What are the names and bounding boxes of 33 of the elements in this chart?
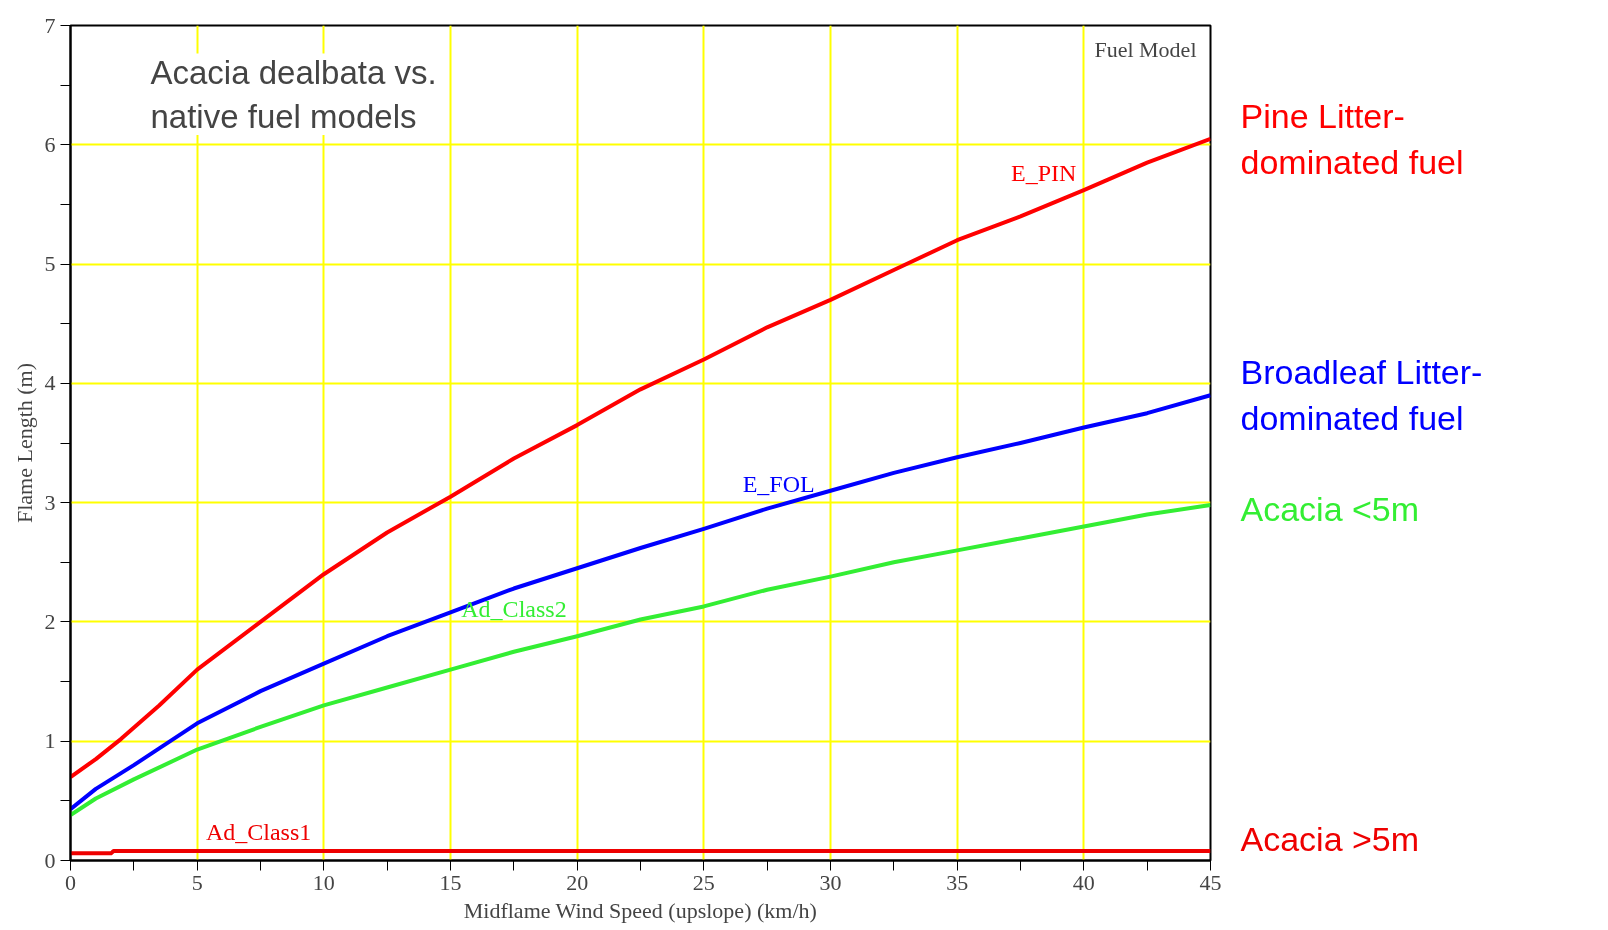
- y-tick-label: 5: [44, 251, 56, 277]
- x-tick-label: 5: [191, 869, 203, 895]
- line-series: [70, 393, 1211, 812]
- x-tick-label: 45: [1199, 869, 1222, 895]
- x-tick-label: 15: [439, 869, 462, 895]
- text: Acacia dealbata vs. native fuel models: [150, 53, 437, 135]
- x-tick-label: 30: [819, 869, 842, 895]
- series-label: E_FOL: [742, 470, 815, 497]
- x-tick-label: 35: [946, 869, 969, 895]
- y-axis-title: Flame Length (m): [11, 362, 37, 524]
- x-tick-label: 0: [65, 869, 76, 895]
- x-tick-label: 25: [692, 869, 715, 895]
- text: Acacia >5m: [1240, 819, 1420, 858]
- series-label: Ad_Class1: [205, 818, 312, 845]
- y-tick-label: 4: [44, 370, 56, 396]
- y-tick-label: 2: [44, 608, 56, 634]
- y-tick-label: 6: [44, 131, 56, 157]
- y-tick-label: 0: [44, 847, 56, 873]
- y-tick-label: 1: [44, 728, 56, 754]
- series-label: Ad_Class2: [461, 595, 567, 622]
- legend-title: Fuel Model: [1094, 37, 1197, 62]
- text: Acacia <5m: [1240, 490, 1420, 529]
- text: Broadleaf Litter-dominated fuel: [1240, 353, 1483, 438]
- y-tick-label: 7: [44, 12, 56, 38]
- y-tick-label: 3: [44, 489, 56, 515]
- x-tick-label: 40: [1072, 869, 1095, 895]
- text: Pine Litter-dominated fuel: [1240, 97, 1464, 181]
- line-series: [70, 136, 1211, 779]
- series-label: E_PIN: [1011, 160, 1077, 187]
- x-tick-label: 20: [566, 869, 589, 895]
- line-series: [70, 503, 1211, 818]
- x-axis-title: Midflame Wind Speed (upslope) (km/h): [463, 897, 817, 923]
- x-tick-label: 10: [312, 869, 335, 895]
